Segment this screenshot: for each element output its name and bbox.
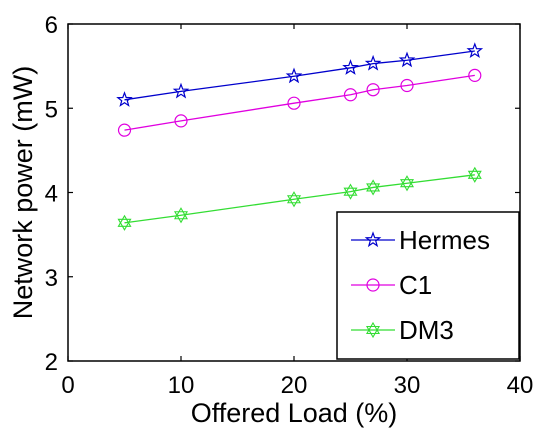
legend-marker	[365, 321, 381, 339]
data-point	[343, 183, 358, 200]
data-point	[366, 83, 380, 97]
x-axis-title: Offered Load (%)	[191, 398, 398, 428]
data-point	[286, 191, 302, 208]
legend: Hermes C1 DM3	[336, 211, 520, 360]
data-point	[466, 42, 484, 59]
data-point	[172, 82, 190, 99]
data-point	[467, 166, 482, 183]
y-axis-title: Network power (mW)	[8, 66, 38, 320]
legend-label: Hermes	[399, 225, 490, 255]
legend-label: DM3	[399, 315, 454, 345]
data-point	[400, 78, 414, 93]
series-dm3	[117, 166, 482, 231]
data-point	[343, 88, 358, 102]
y-tick-label: 4	[45, 181, 58, 208]
data-point	[366, 179, 381, 196]
x-tick-label: 10	[168, 372, 195, 399]
series-line	[124, 50, 475, 101]
x-tick-label: 0	[61, 372, 74, 399]
y-tick-label: 6	[45, 12, 58, 39]
series-line	[124, 174, 475, 224]
data-point	[342, 59, 359, 75]
y-tick-labels: 2 3 4 5 6	[45, 12, 58, 376]
y-tick-label: 2	[45, 349, 58, 376]
x-tick-label: 20	[281, 372, 308, 399]
x-tick-label: 30	[394, 372, 421, 399]
series-hermes	[116, 42, 484, 107]
data-point	[174, 114, 188, 128]
y-tick-label: 5	[45, 96, 58, 123]
data-point	[173, 207, 189, 224]
data-point	[117, 214, 132, 231]
x-tick-label: 40	[507, 372, 534, 399]
x-tick-labels: 0 10 20 30 40	[61, 372, 533, 399]
data-point	[399, 175, 415, 192]
data-point	[398, 51, 416, 68]
series-c1	[117, 68, 482, 137]
legend-marker	[364, 231, 382, 248]
series-layer	[116, 42, 484, 231]
legend-item-c1: C1	[351, 270, 432, 300]
y-tick-label: 3	[45, 265, 58, 292]
legend-marker	[366, 278, 380, 292]
data-point	[116, 91, 133, 107]
data-point	[468, 68, 482, 82]
data-point	[364, 54, 382, 71]
data-point	[287, 96, 301, 110]
legend-label: C1	[399, 270, 432, 300]
legend-item-hermes: Hermes	[351, 225, 490, 255]
data-point	[117, 123, 132, 137]
legend-item-dm3: DM3	[351, 315, 454, 345]
data-point	[285, 67, 303, 84]
series-line	[124, 74, 475, 131]
